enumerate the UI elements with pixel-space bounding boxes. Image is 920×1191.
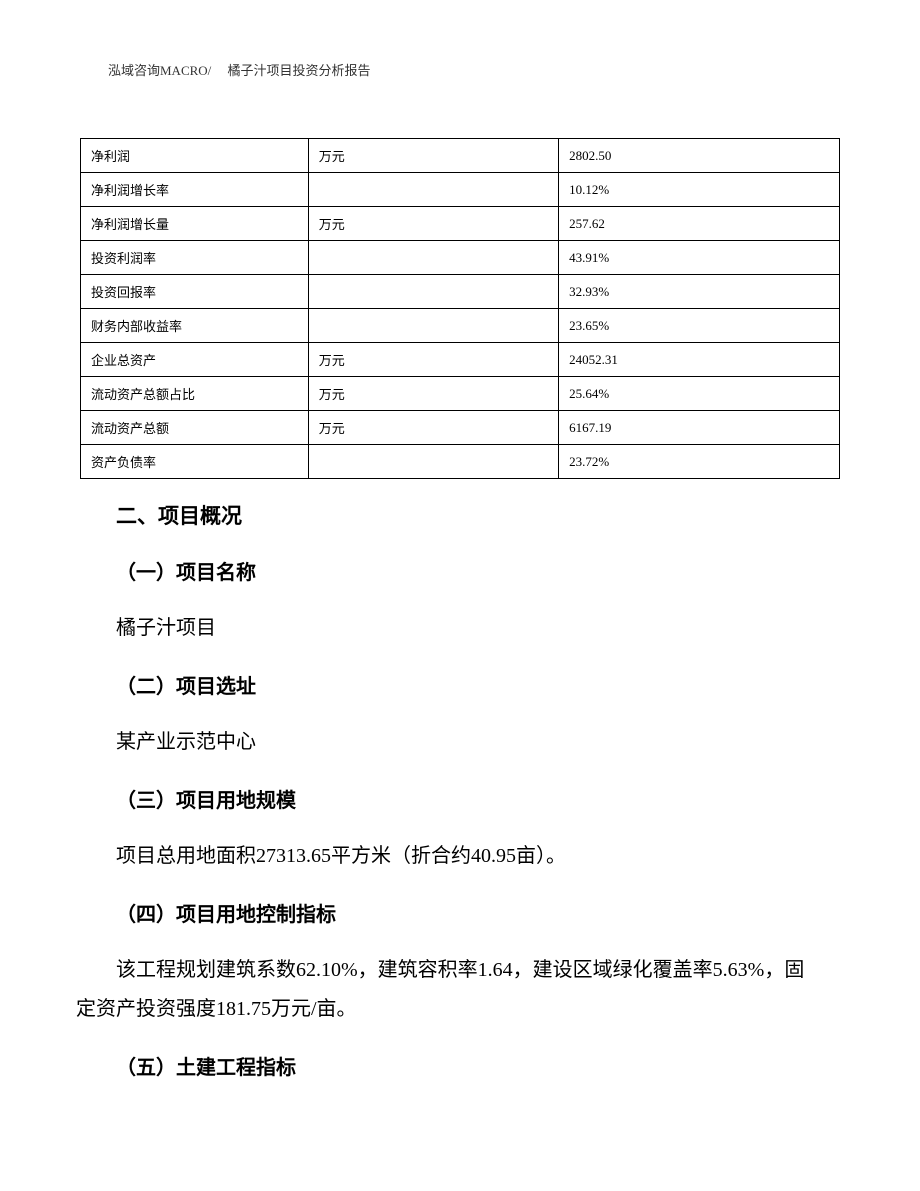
cell-label: 净利润增长量 xyxy=(81,207,309,241)
financial-table: 净利润 万元 2802.50 净利润增长率 10.12% 净利润增长量 万元 2… xyxy=(80,138,840,479)
table-row: 资产负债率 23.72% xyxy=(81,445,840,479)
cell-value: 10.12% xyxy=(559,173,840,207)
table-row: 财务内部收益率 23.65% xyxy=(81,309,840,343)
cell-label: 净利润 xyxy=(81,139,309,173)
cell-label: 企业总资产 xyxy=(81,343,309,377)
subsection-title-1: （一）项目名称 xyxy=(116,556,816,585)
table-row: 净利润 万元 2802.50 xyxy=(81,139,840,173)
cell-unit: 万元 xyxy=(308,139,558,173)
header-title: 橘子汁项目投资分析报告 xyxy=(228,63,371,78)
cell-unit xyxy=(308,445,558,479)
body-text-1: 橘子汁项目 xyxy=(116,609,816,648)
body-text-3: 项目总用地面积27313.65平方米（折合约40.95亩）。 xyxy=(116,837,816,876)
subsection-title-2: （二）项目选址 xyxy=(116,670,816,699)
cell-unit: 万元 xyxy=(308,411,558,445)
cell-value: 23.65% xyxy=(559,309,840,343)
table-row: 流动资产总额 万元 6167.19 xyxy=(81,411,840,445)
cell-label: 流动资产总额 xyxy=(81,411,309,445)
cell-value: 2802.50 xyxy=(559,139,840,173)
table-row: 企业总资产 万元 24052.31 xyxy=(81,343,840,377)
table-row: 投资回报率 32.93% xyxy=(81,275,840,309)
cell-value: 25.64% xyxy=(559,377,840,411)
cell-label: 流动资产总额占比 xyxy=(81,377,309,411)
header-company: 泓域咨询MACRO/ xyxy=(108,63,211,78)
cell-value: 23.72% xyxy=(559,445,840,479)
subsection-title-3: （三）项目用地规模 xyxy=(116,784,816,813)
page-header: 泓域咨询MACRO/ 橘子汁项目投资分析报告 xyxy=(108,60,371,79)
cell-value: 24052.31 xyxy=(559,343,840,377)
table-row: 净利润增长量 万元 257.62 xyxy=(81,207,840,241)
table-row: 流动资产总额占比 万元 25.64% xyxy=(81,377,840,411)
cell-unit xyxy=(308,275,558,309)
body-text-4: 该工程规划建筑系数62.10%，建筑容积率1.64，建设区域绿化覆盖率5.63%… xyxy=(76,951,816,1029)
document-content: 二、项目概况 （一）项目名称 橘子汁项目 （二）项目选址 某产业示范中心 （三）… xyxy=(116,500,816,1104)
cell-unit xyxy=(308,309,558,343)
cell-label: 净利润增长率 xyxy=(81,173,309,207)
section-title: 二、项目概况 xyxy=(116,500,816,530)
table-row: 净利润增长率 10.12% xyxy=(81,173,840,207)
subsection-title-5: （五）土建工程指标 xyxy=(116,1051,816,1080)
cell-value: 32.93% xyxy=(559,275,840,309)
cell-unit: 万元 xyxy=(308,377,558,411)
subsection-title-4: （四）项目用地控制指标 xyxy=(116,898,816,927)
table-row: 投资利润率 43.91% xyxy=(81,241,840,275)
cell-unit: 万元 xyxy=(308,207,558,241)
cell-label: 投资回报率 xyxy=(81,275,309,309)
cell-label: 资产负债率 xyxy=(81,445,309,479)
cell-label: 财务内部收益率 xyxy=(81,309,309,343)
cell-value: 6167.19 xyxy=(559,411,840,445)
cell-unit xyxy=(308,241,558,275)
cell-label: 投资利润率 xyxy=(81,241,309,275)
cell-value: 43.91% xyxy=(559,241,840,275)
cell-value: 257.62 xyxy=(559,207,840,241)
body-text-2: 某产业示范中心 xyxy=(116,723,816,762)
cell-unit: 万元 xyxy=(308,343,558,377)
cell-unit xyxy=(308,173,558,207)
